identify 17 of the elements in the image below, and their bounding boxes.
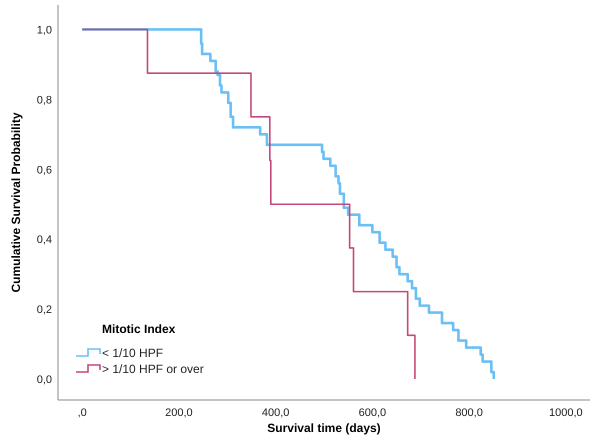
y-tick-label: 0,2	[36, 304, 52, 316]
x-tick-label: 800,0	[455, 407, 483, 419]
x-tick-label: ,0	[78, 407, 87, 419]
x-tick-label: 600,0	[358, 407, 386, 419]
x-tick-label: 1000,0	[548, 407, 583, 419]
y-tick-label: 0,4	[36, 234, 52, 246]
y-tick-label: 0,6	[36, 164, 52, 176]
x-axis-title: Survival time (days)	[267, 421, 381, 435]
x-tick-label: 200,0	[165, 407, 193, 419]
legend-label: > 1/10 HPF or over	[102, 362, 204, 376]
x-tick-label: 400,0	[262, 407, 290, 419]
legend-title: Mitotic Index	[102, 322, 176, 336]
y-tick-label: 1,0	[36, 24, 52, 36]
legend-label: < 1/10 HPF	[102, 346, 164, 360]
y-axis-title: Cumulative Survival Probability	[9, 112, 23, 293]
y-tick-label: 0,8	[36, 94, 52, 106]
y-tick-label: 0,0	[36, 374, 52, 386]
